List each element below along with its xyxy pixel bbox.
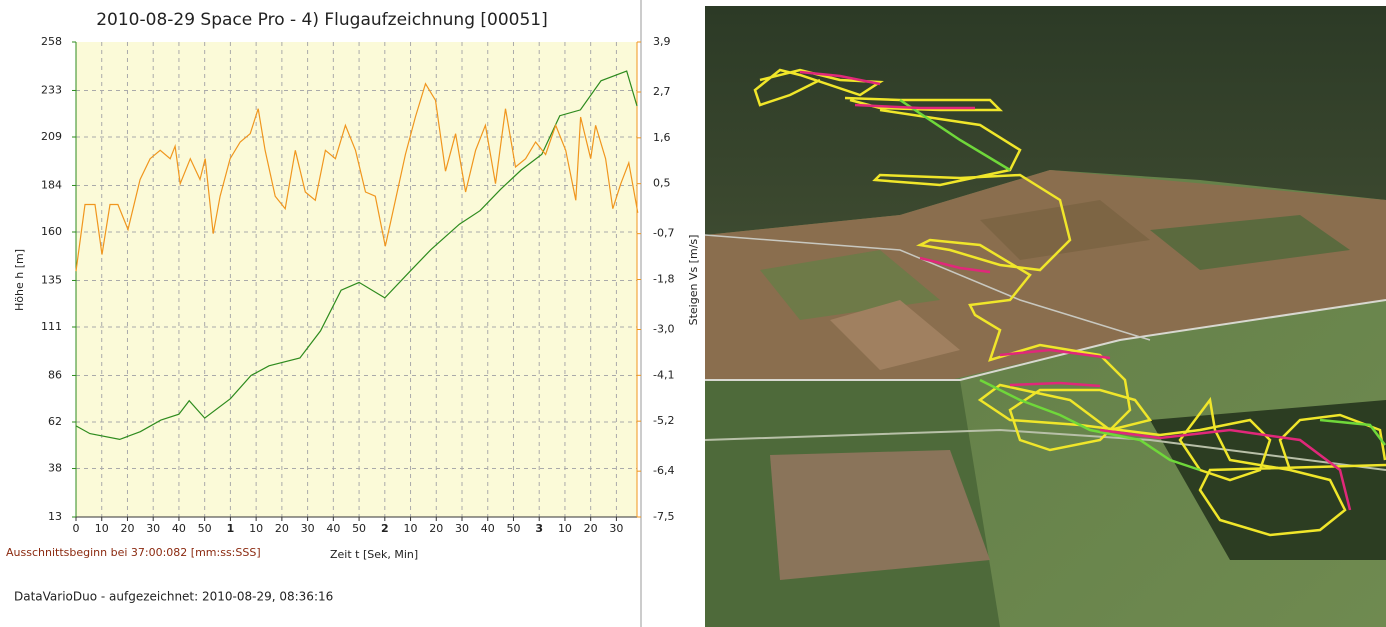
x-tick-label: 40 — [326, 522, 340, 535]
y-tick-label: 209 — [41, 130, 62, 143]
field — [830, 300, 960, 370]
track — [799, 70, 881, 86]
track — [899, 98, 1011, 172]
x-axis-label: Zeit t [Sek, Min] — [330, 548, 418, 561]
x-tick-label: 20 — [120, 522, 134, 535]
y2-tick-label: -7,5 — [653, 510, 674, 523]
field — [1150, 215, 1350, 270]
x-tick-label: 30 — [609, 522, 623, 535]
y2-tick-label: 2,7 — [653, 85, 671, 98]
y-tick-label: 233 — [41, 83, 62, 96]
y2-tick-label: -6,4 — [653, 464, 674, 477]
y-axis-label: Höhe h [m] — [13, 249, 26, 311]
x-tick-label: 10 — [249, 522, 263, 535]
y-tick-label: 135 — [41, 273, 62, 286]
y2-tick-label: 0,5 — [653, 177, 671, 190]
trees — [1150, 400, 1386, 560]
y-tick-label: 258 — [41, 35, 62, 48]
track — [1099, 428, 1352, 511]
road — [705, 299, 1386, 381]
y-tick-label: 184 — [41, 178, 62, 191]
series-line — [75, 70, 638, 441]
x-tick-label: 50 — [198, 522, 212, 535]
y-tick-label: 62 — [48, 415, 62, 428]
y2-axis-label: Steigen Vs [m/s] — [687, 235, 700, 326]
x-tick-label: 30 — [455, 522, 469, 535]
y2-tick-label: -5,2 — [653, 414, 674, 427]
y2-tick-label: -0,7 — [653, 227, 674, 240]
track — [999, 348, 1111, 360]
x-tick-label: 3 — [535, 522, 543, 535]
x-tick-label: 50 — [506, 522, 520, 535]
x-tick-label: 30 — [146, 522, 160, 535]
track — [1278, 413, 1386, 471]
y2-tick-label: 1,6 — [653, 131, 671, 144]
y2-tick-label: -1,8 — [653, 273, 674, 286]
track — [854, 103, 975, 110]
footer: DataVarioDuo - aufgezeichnet: 2010-08-29… — [14, 590, 333, 604]
x-tick-label: 40 — [172, 522, 186, 535]
x-tick-label: 10 — [558, 522, 572, 535]
track — [919, 256, 991, 274]
x-tick-label: 20 — [429, 522, 443, 535]
y2-tick-label: -4,1 — [653, 368, 674, 381]
y2-tick-label: 3,9 — [653, 35, 671, 48]
x-tick-label: 20 — [584, 522, 598, 535]
y2-tick-label: -3,0 — [653, 323, 674, 336]
y-tick-label: 13 — [48, 510, 62, 523]
forest — [705, 6, 1386, 235]
x-tick-label: 2 — [381, 522, 389, 535]
y-tick-label: 38 — [48, 462, 62, 475]
y-tick-label: 160 — [41, 225, 62, 238]
aerial-photo — [704, 6, 1386, 627]
field — [980, 200, 1150, 260]
track — [979, 378, 1201, 472]
plot-area — [76, 42, 637, 517]
x-tick-label: 40 — [481, 522, 495, 535]
x-tick-label: 1 — [227, 522, 235, 535]
x-tick-label: 20 — [275, 522, 289, 535]
road — [704, 428, 1386, 471]
x-tick-label: 10 — [404, 522, 418, 535]
x-tick-label: 0 — [73, 522, 80, 535]
field — [770, 450, 990, 580]
track — [753, 68, 884, 107]
road — [704, 234, 1151, 341]
annotation: Ausschnittsbeginn bei 37:00:082 [mm:ss:S… — [6, 546, 261, 559]
track — [1009, 381, 1101, 388]
series-line — [75, 82, 639, 272]
x-tick-label: 30 — [301, 522, 315, 535]
y-tick-label: 111 — [41, 320, 62, 333]
track — [1319, 418, 1386, 446]
x-tick-label: 10 — [95, 522, 109, 535]
chart-title: 2010-08-29 Space Pro - 4) Flugaufzeichnu… — [96, 10, 548, 30]
y-tick-label: 86 — [48, 368, 62, 381]
x-tick-label: 50 — [352, 522, 366, 535]
track — [872, 108, 1386, 537]
